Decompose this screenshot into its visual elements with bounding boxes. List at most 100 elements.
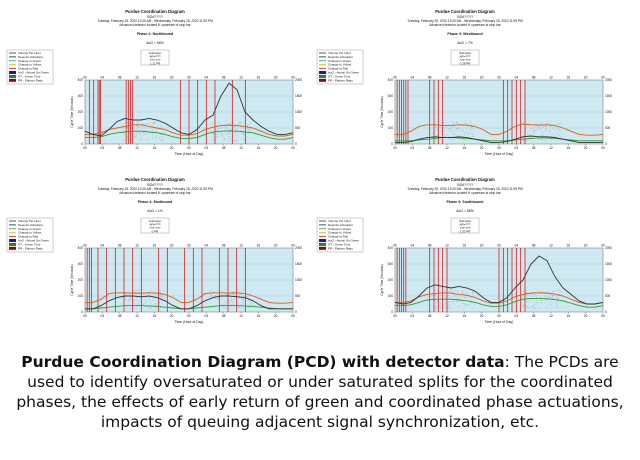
x-top-tick-label: 12 [549,76,553,80]
x-tick-label: 20 [170,314,174,318]
x-tick-label: 08 [118,314,122,318]
series-line-1 [395,123,604,136]
x-tick-label: 00 [393,146,397,150]
summary-box [450,217,480,234]
legend-box [316,217,364,253]
summary-line: 1.33 PR [460,230,472,234]
x-axis-label: Time (Hour of Day) [175,320,204,324]
caption-bold: Purdue Coordination Diagram (PCD) with d… [21,353,505,371]
legend-box [6,217,54,253]
x-tick-label: 04 [101,146,105,150]
x-axis-label: Time (Hour of Day) [485,152,514,156]
legend-label: Change to Red [328,235,349,239]
x-tick-label: 12 [549,146,553,150]
legend-swatch [9,242,16,246]
x-tick-label: 00 [291,314,295,318]
chart-title: Purdue Coordination Diagram [435,9,495,14]
pcd-chart-svg: Purdue Coordination DiagramSIG#?????Tues… [316,177,612,324]
legend-label: Volume Per Hour [18,219,41,223]
chart-subtitle: SIG#????? [457,183,473,187]
summary-box [450,49,480,66]
y2-tick-label: 1500 [605,262,612,266]
x-top-tick-label: 08 [428,76,432,80]
x-top-tick-label: 20 [274,244,278,248]
y-tick-label: 300 [78,262,84,266]
caption-text: : The PCDs are used to identify oversatu… [16,353,624,431]
y-tick-label: 200 [78,278,84,282]
legend-label: Change to Red [328,67,349,71]
chart-date-range: Tuesday, February 25, 2020 12:00 AM - We… [97,19,213,23]
summary-line: 0 PR [152,230,160,234]
y2-tick-label: 1000 [295,110,302,114]
x-tick-label: 00 [497,146,501,150]
x-tick-label: 04 [101,314,105,318]
x-top-tick-label: 04 [205,76,209,80]
y-tick-label: 0 [81,310,83,314]
summary-line: AR=??? [460,223,471,227]
summary-box [140,217,170,234]
x-tick-label: 12 [239,314,243,318]
x-top-tick-label: 00 [291,244,295,248]
x-tick-label: 16 [463,314,467,318]
legend-label: GT - Green Time [328,242,351,246]
legend-swatch [319,78,326,82]
y2-tick-label: 1500 [295,94,302,98]
chart-note: Advanced detector located ft. upstream o… [429,23,501,27]
x-tick-label: 20 [584,146,588,150]
y-tick-label: 300 [78,94,84,98]
y-tick-label: 400 [388,78,394,82]
chart-subtitle: SIG#????? [147,183,163,187]
y-tick-label: 0 [391,142,393,146]
x-tick-label: 04 [205,146,209,150]
x-top-tick-label: 04 [101,76,105,80]
x-tick-label: 12 [445,314,449,318]
y2-tick-label: 500 [295,294,301,298]
x-tick-label: 08 [532,314,536,318]
legend-label: GT - Green Time [18,242,41,246]
legend-swatch [319,74,326,78]
x-top-tick-label: 12 [239,244,243,248]
x-top-tick-label: 00 [393,76,397,80]
x-tick-label: 16 [153,314,157,318]
x-top-tick-label: 04 [411,76,415,80]
x-top-tick-label: 04 [411,244,415,248]
chart-aog: AoG = 7% [457,41,473,45]
x-top-tick-label: 12 [445,244,449,248]
y2-tick-label: 1000 [605,278,612,282]
x-tick-label: 08 [222,314,226,318]
y-tick-label: 100 [388,294,394,298]
x-top-tick-label: 08 [428,244,432,248]
series-line-1 [395,292,604,305]
pcd-chart-svg: Purdue Coordination DiagramSIG#?????Tues… [6,9,302,156]
x-top-tick-label: 16 [153,76,157,80]
x-top-tick-label: 12 [135,244,139,248]
x-tick-label: 08 [428,314,432,318]
pcd-panel-2: Purdue Coordination Diagram SIG#????? Tues… [315,8,615,168]
x-top-tick-label: 04 [101,244,105,248]
x-tick-label: 16 [463,146,467,150]
chart-title: Purdue Coordination Diagram [125,9,185,14]
legend-label: Change to Red [18,235,39,239]
legend-swatch [9,246,16,250]
figure-caption: Purdue Coordination Diagram (PCD) with d… [10,352,630,432]
legend-label: PR - Platoon Ratio [328,78,353,82]
x-tick-label: 12 [135,314,139,318]
x-tick-label: 20 [584,314,588,318]
x-top-tick-label: 16 [567,76,571,80]
x-tick-label: 12 [239,146,243,150]
y2-tick-label: 1000 [605,110,612,114]
legend-label: Change to Green [18,59,41,63]
x-tick-label: 00 [497,314,501,318]
x-top-tick-label: 20 [584,76,588,80]
x-top-tick-label: 16 [153,244,157,248]
legend-swatch [319,71,326,74]
x-top-tick-label: 20 [274,76,278,80]
summary-line: 1.11 PR [150,62,161,66]
chart-title: Purdue Coordination Diagram [125,177,185,182]
x-top-tick-label: 20 [480,244,484,248]
x-tick-label: 04 [205,314,209,318]
pcd-panel-4: Purdue Coordination Diagram SIG#????? Tues… [315,176,615,336]
x-tick-label: 04 [411,314,415,318]
x-top-tick-label: 00 [497,244,501,248]
x-axis-label: Time (Hour of Day) [485,320,514,324]
